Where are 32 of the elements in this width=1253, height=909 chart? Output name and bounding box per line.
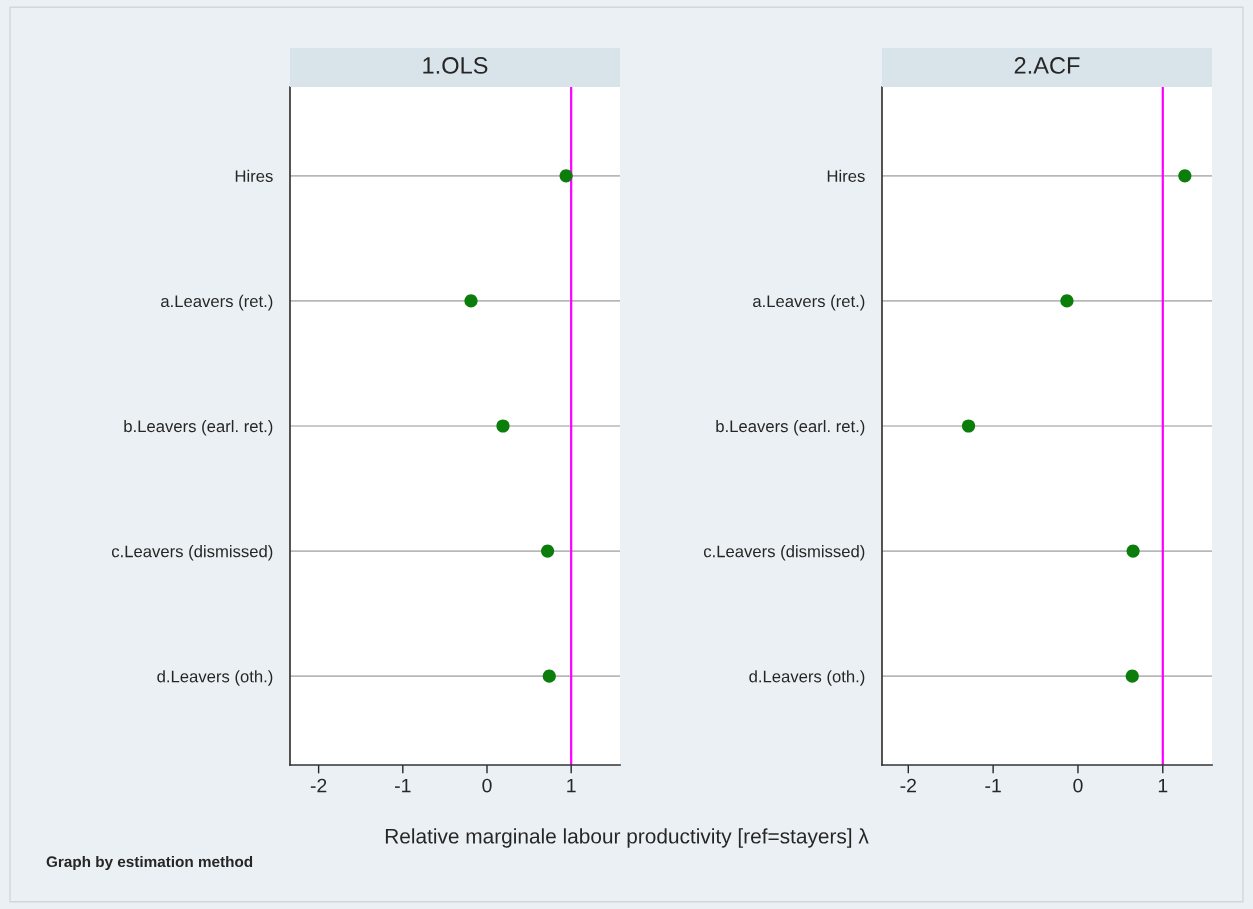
y-tick-label: a.Leavers (ret.): [161, 294, 273, 311]
x-tick-label: -1: [985, 778, 1001, 793]
y-tick-label: Hires: [827, 169, 865, 183]
point: [1060, 294, 1074, 308]
x-tick-label: -1: [395, 778, 411, 793]
y-tick-label: d.Leavers (oth.): [749, 670, 865, 686]
y-tick-label: c.Leavers (dismissed): [703, 545, 865, 561]
y-tick-label: c.Leavers (dismissed): [111, 545, 273, 561]
chart-title: 2.ACF: [1014, 57, 1080, 74]
chart-title: 1.OLS: [423, 57, 488, 74]
x-axis-title: Relative marginale labour productivity [ref=stayers] λ: [385, 828, 869, 848]
point: [961, 419, 976, 433]
y-tick-label: b.Leavers (earl. ret.): [124, 419, 273, 436]
x-tick-label: -2: [900, 778, 916, 793]
point: [1125, 669, 1139, 683]
y-tick-label: a.Leavers (ret.): [753, 294, 865, 311]
y-tick-label: b.Leavers (earl. ret.): [716, 419, 865, 436]
x-tick-label: -2: [310, 778, 327, 793]
y-tick-label: Hires: [235, 169, 273, 183]
point: [542, 669, 556, 683]
point: [1178, 169, 1192, 183]
text: Graph by estimation method: [46, 855, 253, 871]
x-tick-label: 0: [482, 778, 492, 793]
x-tick-label: 1: [1158, 778, 1168, 793]
point: [559, 169, 573, 183]
point: [1126, 544, 1140, 558]
y-tick-label: d.Leavers (oth.): [157, 670, 273, 686]
x-tick-label: 0: [1073, 778, 1083, 793]
x-tick-label: 1: [567, 778, 576, 793]
point: [464, 294, 478, 308]
point: [496, 419, 510, 433]
point: [541, 544, 555, 558]
